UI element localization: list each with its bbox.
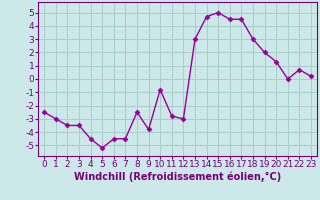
X-axis label: Windchill (Refroidissement éolien,°C): Windchill (Refroidissement éolien,°C)	[74, 172, 281, 182]
